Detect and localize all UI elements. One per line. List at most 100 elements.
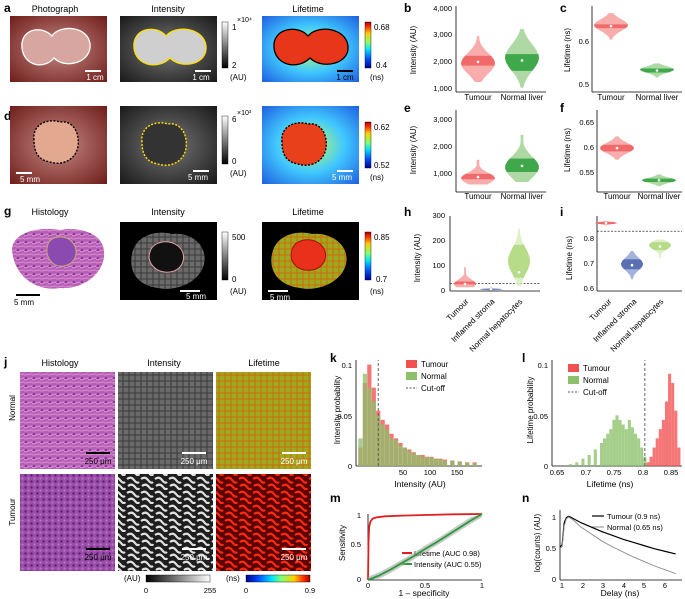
decay-curve-normal [559, 516, 676, 575]
x-tick-label: 1 [480, 581, 484, 590]
colorbar-max: 6 [232, 115, 237, 124]
legend-swatch-normal [406, 372, 417, 380]
colorbar-min: 0 [232, 275, 237, 284]
y-tick-label: 200 [432, 236, 445, 245]
panel-letter: m [330, 491, 341, 505]
scalebar-label: 5 mm [270, 293, 290, 302]
x-tick-label: 100 [424, 468, 437, 477]
scalebar-label: 1 cm [192, 73, 210, 82]
panel-i: i Lifetime (ns) 0.6 0.7 0.8 Tumour Infla… [560, 205, 665, 354]
x-tick-label: Tumour [603, 192, 631, 201]
histogram-bar-normal [407, 451, 412, 466]
y-axis-label: Lifetime (ns) [563, 28, 572, 72]
median-point [476, 175, 480, 179]
colorbar-min: 0.7 [376, 275, 388, 284]
scalebar-label: 1 cm [86, 73, 104, 82]
colorbar-exponent: ×10³ [237, 110, 252, 117]
histogram-bar-tumour [664, 401, 669, 466]
lifetime-colorbar [364, 21, 372, 69]
panel-letter: n [522, 491, 529, 505]
tumour-outline [281, 122, 327, 166]
panel-c: c Lifetime (ns) 0.5 0.6 Tumour Normal li… [560, 1, 679, 102]
panel-e: e Intensity (AU) 1,000 2,000 3,000 Tumou… [404, 101, 544, 201]
scalebar [193, 170, 209, 172]
legend-swatch-tumour [568, 364, 579, 372]
tumour-outline [21, 27, 91, 66]
histogram-bar-normal [643, 456, 647, 466]
y-tick-label: 0 [357, 575, 361, 584]
legend-label: Intensity (AUC 0.55) [414, 560, 482, 569]
y-tick-label: 3,000 [433, 30, 452, 39]
legend-label: Cut-off [421, 384, 446, 393]
scalebar [86, 452, 110, 454]
histogram-bar-normal [575, 462, 579, 466]
panel-letter: a [4, 1, 11, 15]
legend-label: Lifetime (AUC 0.98) [414, 549, 480, 558]
y-tick-label: 300 [432, 211, 445, 220]
median-point [630, 263, 634, 267]
y-tick-label: 4,000 [433, 4, 452, 13]
colorbar-min: 0 [144, 586, 148, 595]
intensity-colorbar [221, 231, 229, 281]
y-tick-label: 0.5 [351, 540, 361, 549]
panel-j: j Histology Intensity Lifetime Normal Tu… [3, 355, 315, 595]
histogram-bar-normal [640, 447, 644, 466]
panel-letter: i [560, 205, 563, 219]
histology-tumour-image [20, 474, 115, 571]
scalebar-label: 5 mm [188, 173, 208, 182]
lifetime-colorbar [364, 231, 372, 281]
panel-f: f Lifetime (ns) 0.55 0.6 0.65 Tumour Nor… [560, 101, 681, 201]
decay-curve-tumour [559, 515, 676, 555]
histogram-bar-normal [624, 429, 628, 466]
colorbar-min: 0 [232, 157, 237, 166]
y-axis-label: Lifetime (ns) [565, 236, 574, 280]
y-tick-label: 0 [441, 286, 445, 295]
colorbar-unit: (AU) [230, 287, 247, 296]
median-point [489, 287, 493, 291]
panel-letter: b [404, 1, 411, 15]
histogram-bar-normal [385, 429, 390, 466]
histogram-bar-normal [457, 461, 462, 466]
panel-letter: l [522, 351, 525, 365]
y-axis-label: Intensity (AU) [413, 233, 422, 282]
x-tick-label: 0.85 [664, 468, 679, 477]
y-tick-label: 0.1 [538, 361, 548, 370]
lifetime-colorbar [245, 574, 311, 583]
panel-d: d 5 mm 5 mm 6 ×10³ 0 (AU) 5 mm 0.62 0.52… [4, 106, 390, 184]
panel-a: a Photograph Intensity Lifetime 1 cm 1 c… [4, 1, 390, 82]
y-tick-label: 2,000 [433, 142, 452, 151]
y-tick-label: 2,000 [433, 57, 452, 66]
x-tick-label: 6 [663, 581, 667, 590]
y-tick-label: 1 [552, 513, 556, 522]
y-tick-label: 0.5 [546, 544, 556, 553]
histogram-bar-normal [593, 449, 597, 466]
histogram-bar-normal [393, 440, 399, 466]
scalebar-label: 250 μm [85, 553, 112, 562]
colorbar-min: 0.52 [374, 161, 390, 170]
violin-tumour [461, 159, 495, 185]
colorbar-min: 2 [232, 61, 237, 70]
colorbar-unit: (ns) [370, 287, 384, 296]
scalebar-label: 250 μm [85, 457, 112, 466]
scalebar-label: 250 μm [181, 457, 208, 466]
tumour-outline [46, 236, 77, 267]
median-point [655, 69, 659, 72]
histogram-bar-normal [615, 415, 619, 466]
colorbar-max: 500 [232, 233, 246, 242]
histogram-bar-normal [411, 453, 416, 466]
scalebar [182, 452, 206, 454]
y-axis-label: Intensity probability [333, 376, 342, 444]
histogram-bar-tumour [661, 419, 665, 466]
histogram-bar-normal [599, 442, 604, 466]
y-tick-label: 3,000 [433, 115, 452, 124]
scalebar-label: 1 cm [336, 73, 354, 82]
y-tick-label: 0.7 [584, 259, 594, 268]
tumour-outline [290, 239, 327, 271]
y-axis-label: Lifetime probability [526, 377, 535, 444]
roc-curve-intensity [367, 513, 483, 581]
image-title-intensity: Intensity [151, 207, 185, 217]
violin-iqr [505, 54, 539, 71]
legend-label: Normal [583, 376, 609, 385]
histogram-bar-normal [429, 457, 434, 466]
